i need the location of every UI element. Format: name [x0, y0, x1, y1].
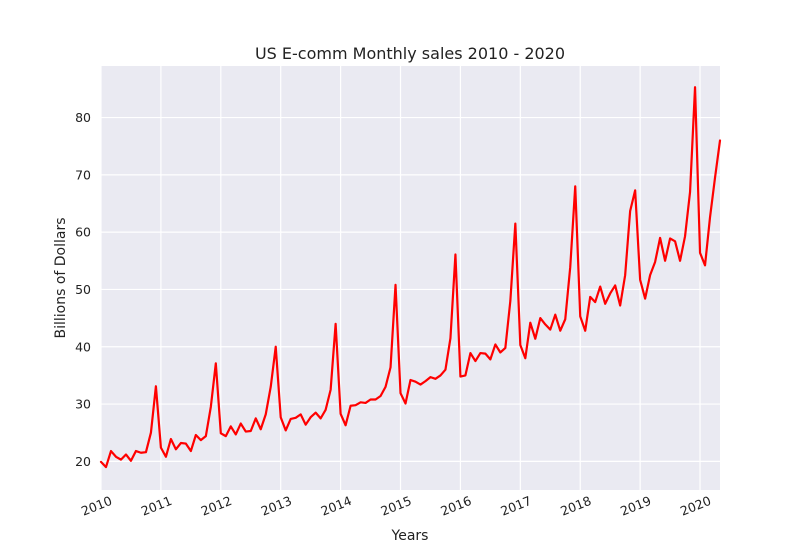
y-tick-labels: 20 30 40 50 60 70 80: [75, 110, 91, 469]
x-tick-label: 2012: [199, 493, 234, 519]
plot-area: [101, 66, 720, 490]
y-axis-label: Billions of Dollars: [53, 217, 69, 338]
y-tick-label: 70: [75, 167, 91, 182]
x-tick-label: 2019: [618, 493, 653, 519]
y-tick-label: 40: [75, 339, 91, 354]
x-tick-labels: 2010 2011 2012 2013 2014 2015 2016 2017 2018 2019…: [79, 493, 713, 519]
x-tick-label: 2010: [79, 493, 114, 519]
x-tick-label: 2015: [379, 493, 414, 519]
x-tick-label: 2020: [678, 493, 713, 519]
x-tick-label: 2016: [438, 493, 473, 519]
y-tick-label: 60: [75, 225, 91, 240]
x-axis-label: Years: [391, 528, 429, 544]
y-tick-label: 30: [75, 397, 91, 412]
grid-lines: [100, 66, 720, 490]
y-tick-label: 80: [75, 110, 91, 125]
chart-title: US E-comm Monthly sales 2010 - 2020: [255, 44, 565, 63]
x-tick-label: 2014: [319, 493, 354, 519]
x-tick-label: 2013: [259, 493, 294, 519]
y-tick-label: 50: [75, 282, 91, 297]
x-tick-label: 2011: [139, 493, 174, 519]
x-tick-label: 2018: [558, 493, 593, 519]
y-tick-label: 20: [75, 454, 91, 469]
series-line: [99, 86, 722, 469]
x-tick-label: 2017: [498, 493, 533, 519]
